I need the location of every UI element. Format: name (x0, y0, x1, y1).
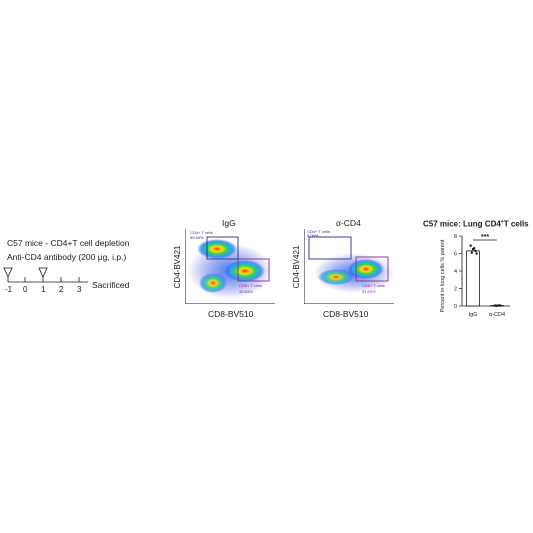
flow-plot-igg: CD4+ T cells 49.50% CD8+ T cells 35.84% (185, 229, 275, 304)
flow-acd4-x-axis-label: CD8-BV510 (323, 309, 369, 319)
bar-chart-y-tick-label: 4 (454, 269, 457, 275)
bar-chart-y-axis-label: Percent in lung cells % parent (440, 239, 446, 312)
bar-chart-title-sup: + (500, 219, 504, 225)
flow-igg-x-axis-label: CD8-BV510 (208, 309, 254, 319)
flow-igg-gate-cd8-label: CD8+ T cells (239, 283, 262, 288)
flow-igg-gate-cd4-label: CD4+ T cells (190, 230, 213, 235)
flow-igg-title: IgG (222, 218, 236, 228)
svg-text:CD4-BV421: CD4-BV421 (173, 245, 182, 288)
flow-plot-acd4: CD4+ T cells 0.08% CD8+ T cells 91.62% (304, 229, 394, 304)
flow-acd4-gate-cd4 (308, 236, 352, 260)
timeline-axis (3, 267, 88, 283)
bar-igg (466, 250, 480, 307)
flow-acd4-title: α-CD4 (336, 218, 361, 228)
bar-chart-title-main: C57 mice: Lung CD4 (423, 219, 501, 229)
timeline-day-label: 0 (23, 285, 28, 294)
data-point (474, 249, 477, 253)
flow-igg-gate-cd4-value: 49.50% (190, 235, 204, 240)
bar-chart-title-end: T cells (503, 219, 529, 229)
injection-marker-day-minus1 (3, 267, 13, 278)
timeline-day-label: 2 (59, 285, 64, 294)
data-point (497, 304, 500, 307)
significance-label: *** (481, 234, 489, 241)
flow-acd4-gate-cd4-label: CD4+ T cells (307, 229, 330, 234)
timeline-day-label: -1 (5, 285, 13, 294)
data-point (494, 304, 497, 307)
flow-acd4-gate-cd8 (355, 256, 389, 282)
flow-igg-y-axis-label: CD4-BV421 (173, 245, 182, 288)
bar-chart-y-tick-label: 2 (454, 287, 457, 293)
bar-chart-y-tick-label: 0 (454, 304, 457, 310)
timeline-treatment: Anti-CD4 antibody (200 μg, i.p.) (7, 252, 127, 262)
svg-text:CD4-BV421: CD4-BV421 (292, 245, 301, 288)
bar-chart: Percent in lung cells % parent 0 2 4 6 8 IgG… (440, 234, 510, 318)
timeline-day-label: 3 (77, 285, 82, 294)
bar-chart-y-tick-label: 6 (454, 252, 457, 258)
bar-chart-y-tick-label: 8 (454, 234, 457, 240)
timeline-day-label: 1 (41, 285, 46, 294)
data-point (475, 252, 478, 255)
data-point (499, 304, 502, 307)
bar-chart-x-tick-label: α-CD4 (489, 312, 505, 318)
flow-igg-gate-cd4 (206, 236, 239, 260)
data-point (469, 244, 472, 247)
data-point (473, 247, 476, 250)
flow-acd4-y-axis-label: CD4-BV421 (292, 245, 301, 288)
data-point (470, 251, 473, 254)
flow-igg-gate-cd8-value: 35.84% (239, 289, 253, 294)
injection-marker-day1 (38, 267, 48, 278)
flow-acd4-gate-cd4-value: 0.08% (307, 233, 319, 238)
bar-chart-title: C57 mice: Lung CD4+T cells (423, 219, 529, 229)
bar-chart-x-tick-label: IgG (469, 312, 478, 318)
flow-igg-gate-cd8 (237, 258, 270, 282)
timeline-title: C57 mice - CD4+T cell depletion (7, 238, 130, 248)
flow-acd4-cell-clouds (314, 253, 394, 293)
flow-acd4-gate-cd8-label: CD8+ T cells (362, 283, 385, 288)
flow-acd4-gate-cd8-value: 91.62% (362, 289, 376, 294)
timeline-endpoint: Sacrificed (92, 280, 130, 290)
flow-igg-cell-clouds (188, 239, 272, 299)
